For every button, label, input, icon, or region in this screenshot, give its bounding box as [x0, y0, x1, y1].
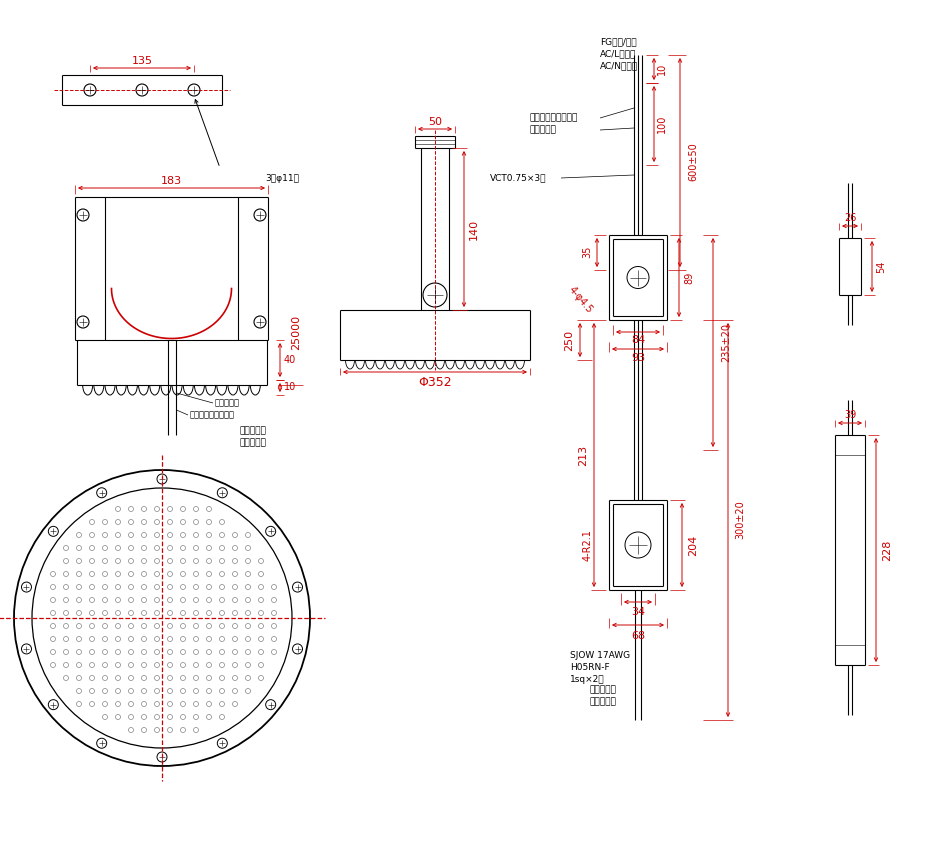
Text: Φ352: Φ352 — [418, 376, 452, 388]
Text: 183: 183 — [161, 176, 182, 186]
Text: 213: 213 — [578, 445, 588, 466]
Text: シース剥き: シース剥き — [215, 399, 240, 407]
Text: 35: 35 — [582, 246, 592, 258]
Text: 100: 100 — [657, 115, 667, 133]
Text: 4-φ4.5: 4-φ4.5 — [567, 285, 595, 315]
Text: 25000: 25000 — [291, 315, 301, 350]
Text: 140: 140 — [469, 218, 479, 240]
Text: 93: 93 — [631, 353, 645, 363]
Text: AC/L（黒）: AC/L（黒） — [600, 49, 636, 59]
Text: 26: 26 — [844, 213, 856, 223]
Text: 600±50: 600±50 — [688, 143, 698, 181]
Text: 3－φ11穴: 3－φ11穴 — [265, 173, 299, 183]
Text: 39: 39 — [844, 410, 856, 420]
Text: 228: 228 — [882, 539, 892, 561]
Text: 89: 89 — [684, 271, 694, 284]
Text: ＋Ｖ（茶）: ＋Ｖ（茶） — [590, 698, 617, 706]
Text: 40: 40 — [284, 355, 296, 365]
Text: FG（緑/黄）: FG（緑/黄） — [600, 37, 636, 47]
Text: ＋Ｖ（赤）: ＋Ｖ（赤） — [240, 439, 267, 447]
Text: 10: 10 — [657, 63, 667, 75]
Text: －Ｖ（黒）: －Ｖ（黒） — [240, 427, 267, 435]
Text: 50: 50 — [428, 117, 442, 127]
Text: 300±20: 300±20 — [735, 501, 745, 540]
Text: H05RN-F: H05RN-F — [570, 662, 610, 672]
Text: 135: 135 — [131, 56, 153, 66]
Text: 54: 54 — [876, 260, 886, 273]
Text: 1sq×2芯: 1sq×2芯 — [570, 675, 604, 683]
Text: 250: 250 — [564, 330, 574, 350]
Text: 10: 10 — [284, 382, 296, 392]
Text: 204: 204 — [688, 535, 698, 556]
Text: 235±20: 235±20 — [721, 323, 731, 362]
Text: シース剥き: シース剥き — [530, 126, 557, 134]
Text: 68: 68 — [631, 631, 645, 641]
Text: 絶縁体剥き（半田）: 絶縁体剥き（半田） — [190, 411, 235, 420]
Text: 絶縁体剥き（半田）: 絶縁体剥き（半田） — [530, 114, 579, 122]
Text: 4-R2.1: 4-R2.1 — [583, 529, 593, 561]
Text: 84: 84 — [631, 335, 645, 345]
Text: SJOW 17AWG: SJOW 17AWG — [570, 650, 630, 660]
Text: VCT0.75×3芯: VCT0.75×3芯 — [490, 173, 546, 183]
Text: 34: 34 — [631, 607, 645, 617]
Text: －Ｖ（青）: －Ｖ（青） — [590, 685, 617, 694]
Text: AC/N（白）: AC/N（白） — [600, 61, 638, 71]
